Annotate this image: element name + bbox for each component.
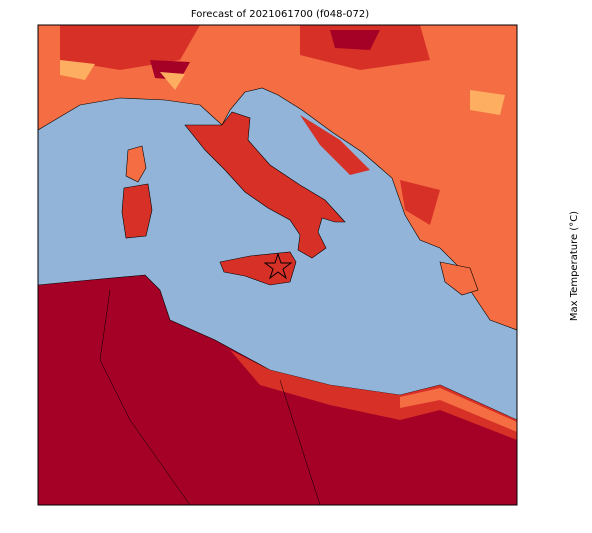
map-frame	[37, 24, 518, 506]
title: Forecast of 2021061700 (f048-072)	[191, 9, 369, 20]
star-marker	[263, 252, 293, 280]
colorbar-label: Max Temperature (°C)	[569, 211, 580, 321]
map-field	[38, 25, 517, 505]
